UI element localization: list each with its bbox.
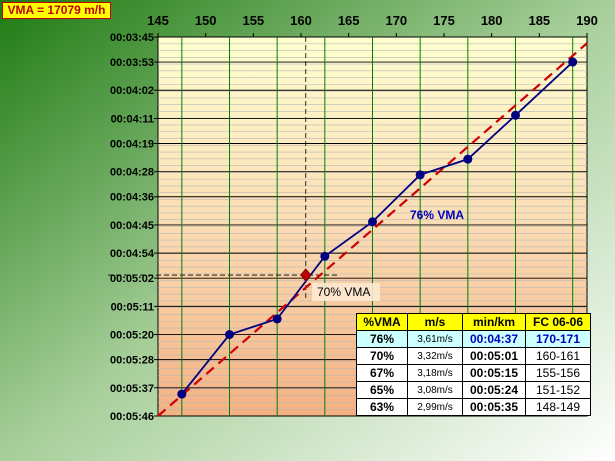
table-cell-pct: 76% [356, 330, 408, 348]
table-cell-pace: 00:04:37 [462, 330, 526, 348]
y-tick-label: 00:04:36 [110, 192, 154, 204]
table-cell-pct: 65% [356, 381, 408, 399]
table-cell-pct: 70% [356, 347, 408, 365]
highlight-label: 70% VMA [317, 285, 370, 299]
y-tick-label: 00:04:02 [110, 85, 154, 97]
highlight-point-group: 70% VMA [300, 268, 380, 302]
table-cell-ms: 3,32m/s [407, 347, 463, 365]
table-cell-pace: 00:05:15 [462, 364, 526, 382]
x-tick-label: 185 [528, 13, 550, 28]
highlight-label-box [312, 283, 380, 302]
data-point [568, 57, 578, 67]
table-row: 76% 3,61m/s 00:04:37 170-171 [356, 330, 591, 348]
x-tick-label: 180 [481, 13, 503, 28]
y-tick-label: 00:04:28 [110, 167, 154, 179]
table-row: 63% 2,99m/s 00:05:35 148-149 [356, 398, 591, 416]
table-row: 70% 3,32m/s 00:05:01 160-161 [356, 347, 591, 365]
x-tick-label: 160 [290, 13, 312, 28]
y-tick-label: 00:05:02 [110, 273, 154, 285]
table-cell-ms: 3,61m/s [407, 330, 463, 348]
table-cell-pct: 67% [356, 364, 408, 382]
table-header: min/km [462, 313, 526, 331]
x-axis-ticks: 145 150 155 160 165 170 175 180 185 190 [147, 13, 598, 37]
x-tick-label: 170 [385, 13, 407, 28]
table-row: 67% 3,18m/s 00:05:15 155-156 [356, 364, 591, 382]
y-tick-label: 00:04:19 [110, 138, 154, 150]
x-tick-label: 145 [147, 13, 169, 28]
table-cell-fc: 151-152 [525, 381, 591, 399]
table-cell-ms: 2,99m/s [407, 398, 463, 416]
trend-line [157, 42, 588, 417]
x-tick-label: 155 [242, 13, 264, 28]
y-tick-label: 00:04:54 [110, 248, 155, 260]
table-header: m/s [407, 313, 463, 331]
y-tick-label: 00:05:28 [110, 355, 154, 367]
table-cell-pct: 63% [356, 398, 408, 416]
table-cell-pace: 00:05:01 [462, 347, 526, 365]
table-cell-ms: 3,18m/s [407, 364, 463, 382]
y-tick-label: 00:05:46 [110, 411, 154, 423]
table-row: 65% 3,08m/s 00:05:24 151-152 [356, 381, 591, 399]
table-cell-fc: 160-161 [525, 347, 591, 365]
series-points [177, 57, 578, 399]
y-tick-label: 00:04:11 [111, 113, 154, 125]
data-point [177, 389, 187, 399]
y-tick-label: 00:05:37 [110, 383, 154, 395]
y-tick-label: 00:03:53 [110, 57, 154, 69]
x-tick-label: 150 [195, 13, 217, 28]
data-point [320, 251, 330, 261]
table-cell-pace: 00:05:35 [462, 398, 526, 416]
data-point [511, 110, 520, 120]
vma-table: %VMA m/s min/km FC 06-06 76% 3,61m/s 00:… [356, 313, 591, 416]
data-point [225, 330, 234, 340]
table-cell-fc: 170-171 [525, 330, 591, 348]
vma-label: VMA = 17079 m/h [2, 2, 111, 19]
data-point [368, 217, 377, 227]
annotation-76-vma: 76% VMA [410, 208, 464, 222]
table-header-row: %VMA m/s min/km FC 06-06 [356, 313, 591, 331]
highlight-point [300, 268, 312, 282]
y-axis-ticks: 00:03:45 00:03:53 00:04:02 00:04:11 00:04:19… [110, 32, 158, 423]
table-cell-fc: 155-156 [525, 364, 591, 382]
y-tick-label: 00:04:45 [110, 220, 154, 232]
table-cell-ms: 3,08m/s [407, 381, 463, 399]
y-tick-label: 00:03:45 [110, 32, 154, 44]
table-header: FC 06-06 [525, 313, 591, 331]
x-tick-label: 165 [338, 13, 360, 28]
table-cell-pace: 00:05:24 [462, 381, 526, 399]
table-header: %VMA [356, 313, 408, 331]
data-point [272, 314, 282, 324]
x-tick-label: 175 [433, 13, 455, 28]
y-tick-label: 00:05:20 [110, 330, 154, 342]
data-point [463, 154, 473, 164]
data-point [415, 170, 425, 180]
table-cell-fc: 148-149 [525, 398, 591, 416]
y-tick-label: 00:05:11 [111, 301, 154, 313]
x-tick-label: 190 [576, 13, 598, 28]
